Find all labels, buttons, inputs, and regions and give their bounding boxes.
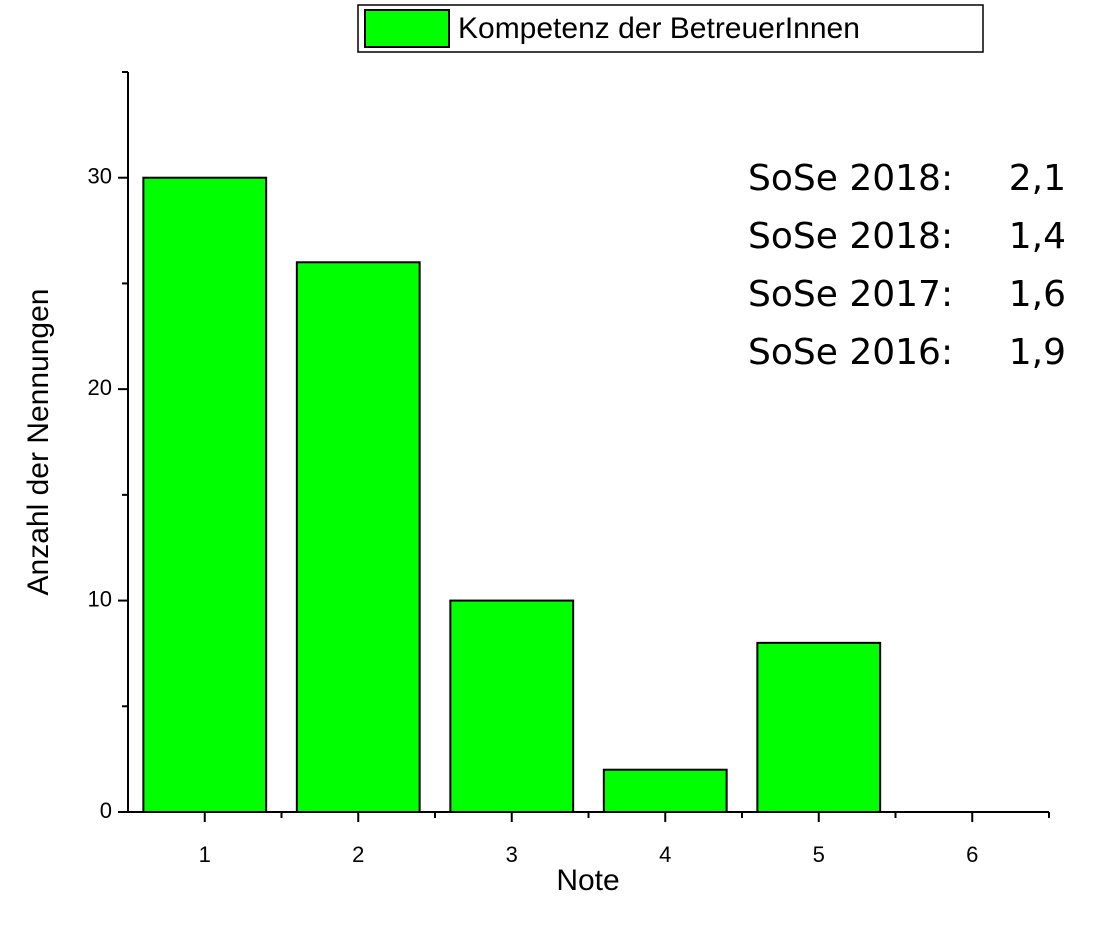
bar [449,599,575,813]
y-tick-label: 10 [88,586,112,611]
bar [602,768,728,814]
annotation-label: SoSe 2016: [748,332,953,373]
x-tick-label: 2 [352,842,364,867]
y-tick-label: 30 [88,164,112,189]
annotation-value: 2,1 [1009,158,1066,199]
x-tick-label: 6 [966,842,978,867]
annotation-label: SoSe 2018: [748,158,953,199]
annotation-label: SoSe 2018: [748,216,953,257]
bar [142,176,268,813]
annotation-label: SoSe 2017: [748,274,953,315]
x-tick-label: 5 [813,842,825,867]
y-tick-label: 0 [100,798,112,823]
y-tick-label: 20 [88,375,112,400]
annotation-value: 1,6 [1009,274,1066,315]
legend-box [357,4,984,53]
annotation-value: 1,9 [1009,332,1066,373]
annotation-value: 1,4 [1009,216,1066,257]
legend-swatch [364,9,450,48]
x-tick-label: 1 [199,842,211,867]
x-tick-label: 4 [659,842,671,867]
bar [295,261,421,813]
y-axis-title: Anzahl der Nennungen [22,289,55,596]
legend-label: Kompetenz der BetreuerInnen [458,12,860,45]
x-tick-label: 3 [506,842,518,867]
x-axis-title: Note [556,864,619,897]
bar [756,641,882,813]
